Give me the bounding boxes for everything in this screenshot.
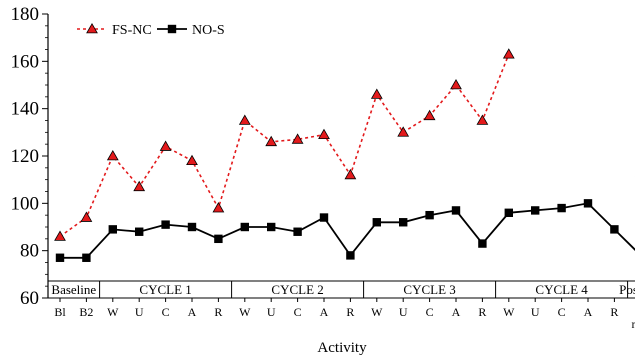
- x-tick-label: R: [346, 305, 354, 319]
- x-tick-label: U: [531, 305, 540, 319]
- x-tick-label: A: [584, 305, 593, 319]
- triangle-marker: [238, 114, 251, 125]
- square-marker: [82, 253, 91, 262]
- x-tick-label: C: [162, 305, 170, 319]
- triangle-marker: [212, 202, 225, 213]
- x-tick-label: W: [371, 305, 383, 319]
- y-tick-label: 180: [11, 4, 40, 25]
- square-marker: [610, 225, 619, 234]
- square-marker: [557, 203, 566, 213]
- x-tick-label: A: [320, 305, 329, 319]
- triangle-marker: [186, 154, 198, 166]
- triangle-marker: [450, 78, 462, 90]
- square-marker: [425, 210, 434, 220]
- legend-item: NO-S: [157, 23, 225, 38]
- group-label: CYCLE 2: [271, 282, 323, 297]
- series-layer: [54, 48, 635, 262]
- square-marker: [135, 227, 144, 236]
- x-tick-label: A: [188, 305, 197, 319]
- square-marker: [214, 234, 223, 244]
- legend-item: FS-NC: [77, 22, 152, 38]
- x-tick-label-line: min: [631, 317, 635, 331]
- x-tick-label: C: [426, 305, 434, 319]
- series-no-s: [55, 199, 635, 262]
- square-marker: [583, 199, 593, 208]
- x-tick-label: W: [107, 305, 119, 319]
- square-marker: [399, 218, 408, 227]
- triangle-marker: [344, 168, 357, 180]
- x-tick-label: A: [452, 305, 461, 319]
- triangle-marker: [318, 128, 330, 140]
- square-marker: [161, 220, 170, 229]
- triangle-marker: [423, 109, 436, 121]
- square-marker: [346, 251, 355, 260]
- legend-label: FS-NC: [112, 23, 152, 38]
- y-tick-label: 80: [20, 241, 39, 262]
- y-tick-label: 100: [11, 193, 40, 214]
- x-axis-label: Activity: [317, 340, 367, 356]
- x-tick-label: Bl: [54, 305, 66, 319]
- triangle-marker: [133, 180, 146, 192]
- triangle-marker: [86, 22, 98, 34]
- square-marker: [451, 206, 461, 215]
- square-marker: [108, 225, 117, 234]
- x-tick-label: B2: [79, 305, 93, 319]
- triangle-marker: [80, 211, 93, 222]
- triangle-marker: [370, 88, 383, 99]
- square-marker: [187, 222, 197, 232]
- axes: 60 80 100 120 140 160 180: [11, 4, 49, 309]
- y-tick-label: 120: [11, 146, 40, 167]
- triangle-marker: [291, 133, 304, 144]
- triangle-marker: [476, 114, 489, 125]
- square-marker: [504, 208, 513, 217]
- triangle-marker: [265, 135, 278, 147]
- x-tick-label: R: [214, 305, 222, 319]
- x-tick-label: U: [135, 305, 144, 319]
- x-tick-label: C: [294, 305, 302, 319]
- group-label: CYCLE 4: [535, 282, 588, 297]
- triangle-marker: [397, 126, 410, 137]
- x-tick-label: 15min: [631, 305, 635, 331]
- group-label: CYCLE 1: [139, 282, 191, 297]
- square-marker: [240, 222, 249, 232]
- x-tick-label: U: [399, 305, 408, 319]
- y-tick-label: 160: [11, 51, 40, 72]
- x-tick-label: R: [610, 305, 618, 319]
- square-marker: [167, 24, 177, 34]
- triangle-marker: [159, 140, 172, 151]
- square-marker: [531, 206, 540, 215]
- category-rows: Baseline CYCLE 1 CYCLE 2 CYCLE 3 CYCLE 4 Post…: [48, 280, 635, 331]
- triangle-marker: [502, 48, 515, 59]
- y-tick-label: 60: [20, 288, 39, 309]
- square-marker: [293, 227, 302, 236]
- x-tick-label: W: [239, 305, 251, 319]
- legend-label: NO-S: [192, 23, 225, 38]
- group-label: CYCLE 3: [403, 282, 455, 297]
- legend: FS-NC NO-S: [77, 22, 225, 38]
- group-label: Post: [619, 282, 635, 297]
- series-fs-nc: [54, 48, 635, 241]
- triangle-marker: [106, 149, 119, 161]
- triangle-marker: [54, 230, 66, 241]
- series-line: [60, 202, 635, 259]
- x-tick-label: W: [503, 305, 515, 319]
- group-label: Baseline: [51, 282, 96, 297]
- x-tick-label: R: [478, 305, 486, 319]
- square-marker: [319, 213, 329, 222]
- x-tick-label: C: [558, 305, 566, 319]
- square-marker: [478, 239, 487, 248]
- square-marker: [372, 218, 381, 227]
- y-tick-label: 140: [11, 99, 40, 120]
- square-marker: [55, 253, 65, 262]
- x-tick-label: U: [267, 305, 276, 319]
- square-marker: [267, 222, 276, 232]
